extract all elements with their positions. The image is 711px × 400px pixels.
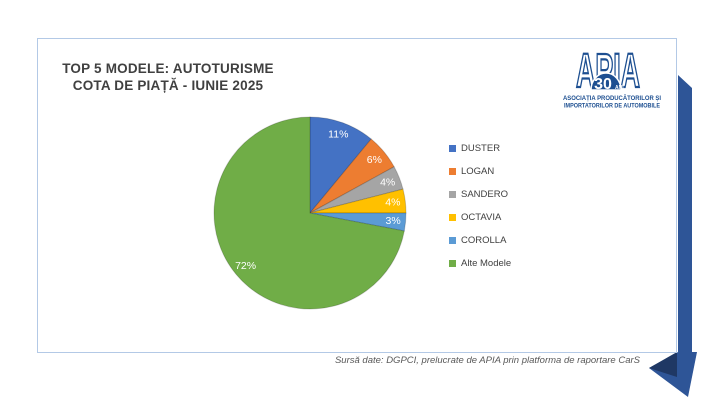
apia-logo-badge-suffix: ANI	[615, 85, 624, 91]
apia-logo-caption-line1: ASOCIAȚIA PRODUCĂTORILOR ȘI	[563, 95, 661, 102]
source-note: Sursă date: DGPCI, prelucrate de APIA pr…	[334, 355, 640, 366]
legend-item-logan: LOGAN	[449, 164, 511, 178]
legend-label: DUSTER	[461, 142, 501, 154]
legend-label: Alte Modele	[461, 257, 512, 269]
legend-swatch-icon	[449, 167, 456, 175]
ribbon-fold	[649, 352, 677, 377]
legend-swatch-icon	[449, 259, 456, 267]
pie-data-label: 4%	[380, 176, 395, 188]
pie-data-label: 72%	[235, 260, 256, 272]
pie-data-label: 6%	[367, 154, 382, 166]
legend-swatch-icon	[449, 190, 456, 198]
chart-title: TOP 5 MODELE: AUTOTURISME COTA DE PIAȚĂ …	[52, 60, 284, 94]
apia-logo-caption-line2: IMPORTATORILOR DE AUTOMOBILE	[564, 103, 660, 110]
legend-item-corolla: COROLLA	[449, 233, 511, 247]
pie-slice-alte-modele	[213, 116, 405, 310]
apia-logo-badge-number: 30	[594, 76, 612, 93]
pie-slice-duster	[309, 116, 372, 215]
legend-item-duster: DUSTER	[449, 141, 511, 155]
chart-legend: DUSTER LOGAN SANDERO OCTAVIA COROLLA Alte Mod…	[449, 141, 511, 279]
legend-item-octavia: OCTAVIA	[449, 210, 511, 224]
pie-slice-logan	[309, 138, 395, 214]
pie-slice-corolla	[309, 212, 407, 232]
pie-chart: 11% 6% 4% 4% 3% 72%	[213, 116, 407, 310]
legend-item-alte-modele: Alte Modele	[449, 256, 511, 270]
legend-label: LOGAN	[461, 165, 495, 177]
chart-title-line1: TOP 5 MODELE: AUTOTURISME	[62, 61, 274, 76]
pie-data-label: 4%	[385, 197, 400, 209]
pie-slice-sandero	[309, 166, 404, 214]
pie-data-label: 3%	[386, 215, 401, 227]
apia-logo-dome	[590, 72, 622, 91]
legend-swatch-icon	[449, 144, 456, 152]
ribbon-strip	[678, 75, 692, 352]
slide-card: TOP 5 MODELE: AUTOTURISME COTA DE PIAȚĂ …	[37, 38, 677, 353]
legend-label: OCTAVIA	[461, 211, 502, 223]
legend-label: COROLLA	[461, 234, 507, 246]
legend-label: SANDERO	[461, 188, 508, 200]
apia-logo: APIA 30 ANI ASOCIAȚIA PRODUCĂTORILOR ȘI …	[563, 44, 661, 110]
legend-item-sandero: SANDERO	[449, 187, 511, 201]
legend-swatch-icon	[449, 236, 456, 244]
apia-logo-acronym: APIA	[576, 45, 640, 98]
pie-data-label: 11%	[328, 128, 348, 140]
legend-swatch-icon	[449, 213, 456, 221]
pie-slice-octavia	[309, 188, 407, 214]
chart-title-line2: COTA DE PIAȚĂ - IUNIE 2025	[72, 78, 264, 93]
